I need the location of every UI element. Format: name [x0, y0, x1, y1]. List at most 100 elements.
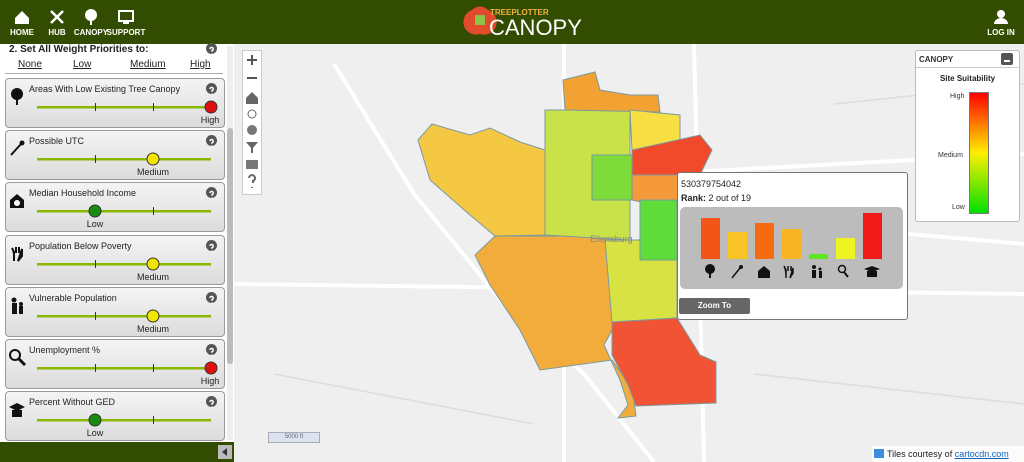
popup-bar [809, 254, 828, 259]
filter-button[interactable] [246, 142, 258, 153]
slider-level: High [200, 376, 220, 386]
divider [5, 73, 223, 74]
help-icon[interactable] [206, 187, 217, 199]
attribution-text: Tiles courtesy of [887, 449, 953, 459]
slider-track[interactable] [6, 360, 224, 376]
popup-bar [755, 223, 774, 259]
slider-icon [11, 88, 23, 105]
slider-knob[interactable] [204, 100, 218, 114]
slider-card: Vulnerable Population Medium [5, 286, 225, 337]
slider-knob[interactable] [88, 204, 102, 218]
slider-level: Low [86, 428, 104, 439]
legend [915, 50, 1020, 222]
slider-track[interactable] [6, 308, 224, 324]
slider-knob[interactable] [204, 361, 218, 375]
scrollbar[interactable] [227, 46, 233, 440]
priority-option[interactable]: None [18, 59, 42, 70]
collapse-button[interactable] [218, 445, 232, 459]
help-button[interactable] [248, 174, 256, 188]
slider-label: Percent Without GED [29, 397, 116, 408]
slider-label: Areas With Low Existing Tree Canopy [29, 84, 181, 94]
popup-id: 530379754042 [681, 179, 742, 189]
slider-knob[interactable] [146, 152, 160, 166]
slider-label: Population Below Poverty [29, 240, 132, 251]
globe-button[interactable] [247, 125, 257, 135]
nav-item[interactable]: HUB [48, 28, 66, 37]
slider-track[interactable] [6, 151, 224, 167]
header [0, 0, 1024, 44]
legend-label: Low [952, 204, 965, 211]
locate-button[interactable] [247, 109, 257, 119]
map-toolbar [242, 50, 262, 195]
help-icon[interactable] [206, 83, 217, 95]
header-icons [15, 6, 1008, 35]
scale-bar: 5000 ft [268, 432, 320, 443]
slider-label: Vulnerable Population [29, 292, 117, 303]
rank-label: Rank: [681, 193, 707, 203]
slider-card: Possible UTC Medium [5, 130, 225, 181]
panel-footer [0, 442, 234, 462]
slider-card: Percent Without GED Low [5, 391, 225, 442]
popup-bar [728, 232, 747, 259]
slider-icon [11, 246, 23, 262]
popup-bar [701, 218, 720, 259]
slider-card: Unemployment % High [5, 339, 225, 389]
help-icon[interactable] [206, 135, 217, 147]
help-icon[interactable] [206, 344, 217, 356]
priority-option[interactable]: High [190, 59, 211, 70]
layers-button[interactable] [246, 160, 258, 169]
slider-card: Median Household Income Low [5, 182, 225, 233]
popup-bar [782, 229, 801, 259]
help-icon[interactable] [206, 43, 217, 55]
place-label: Ellensburg [590, 234, 633, 244]
legend-subtitle: Site Suitability [939, 74, 996, 83]
slider-icon [9, 403, 25, 418]
slider-track[interactable] [6, 203, 224, 219]
slider-icon [11, 297, 23, 314]
nav-item[interactable]: HOME [10, 28, 34, 37]
slider-icon [9, 349, 27, 367]
priority-option[interactable]: Low [73, 59, 92, 70]
priority-option[interactable]: Medium [130, 59, 166, 70]
home-button[interactable] [246, 92, 258, 104]
slider-label: Possible UTC [29, 136, 85, 147]
legend-title: CANOPY [919, 55, 954, 64]
popup-rank: Rank: 2 out of 19 [681, 193, 751, 203]
attribution-link[interactable]: cartocdn.com [954, 449, 1009, 459]
slider-label: Median Household Income [29, 188, 137, 199]
nav-item[interactable]: CANOPY [73, 28, 109, 37]
popup-bar [836, 238, 855, 259]
slider-level: Medium [136, 271, 170, 282]
login-link[interactable]: LOG IN [987, 28, 1015, 37]
zoom-in[interactable] [247, 55, 257, 65]
slider-knob[interactable] [88, 413, 102, 427]
slider-track[interactable] [6, 256, 224, 272]
slider-track[interactable] [6, 99, 224, 115]
zoom-to-button[interactable]: Zoom To [679, 298, 750, 314]
slider-knob[interactable] [146, 309, 160, 323]
attribution: Tiles courtesy of cartocdn.com [872, 446, 1024, 462]
logo-product: CANOPY [489, 15, 582, 40]
divider [916, 67, 1019, 68]
popup-chart [680, 207, 903, 289]
slider-icon [10, 140, 25, 156]
help-icon[interactable] [206, 396, 217, 408]
slider-level: High [200, 115, 220, 125]
slider-card: Areas With Low Existing Tree Canopy High [5, 78, 225, 128]
slider-icon [10, 194, 24, 209]
rank-value: 2 out of 19 [708, 193, 752, 203]
slider-knob[interactable] [146, 257, 160, 271]
legend-gradient [969, 92, 989, 214]
slider-track[interactable] [6, 412, 224, 428]
help-icon[interactable] [206, 291, 217, 304]
slider-card: Population Below Poverty Medium [5, 234, 225, 285]
legend-label: High [950, 93, 965, 100]
slider-level: Low [86, 219, 104, 230]
panel-heading: 2. Set All Weight Priorities to: [9, 44, 149, 55]
nav-item[interactable]: SUPPORT [106, 28, 146, 37]
slider-level: Medium [136, 167, 170, 178]
help-icon[interactable] [206, 239, 217, 252]
legend-label: Medium [938, 152, 963, 159]
legend-minimize[interactable] [1001, 53, 1013, 65]
